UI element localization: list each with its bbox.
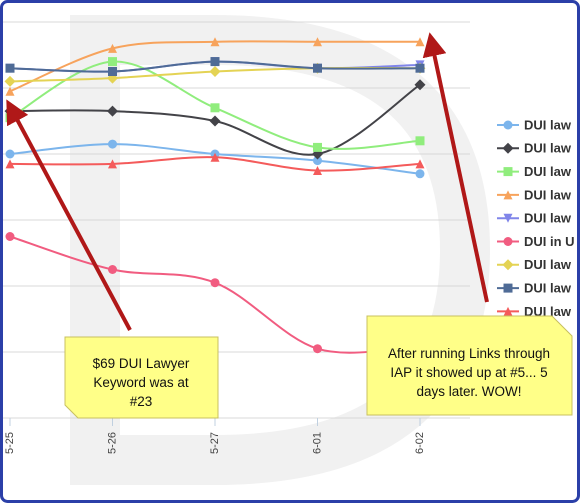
legend-label: DUI law bbox=[524, 304, 572, 319]
point bbox=[415, 37, 425, 47]
legend-label: DUI law bbox=[524, 164, 572, 179]
point bbox=[210, 103, 220, 113]
point bbox=[503, 213, 513, 223]
point bbox=[502, 259, 514, 271]
point bbox=[503, 306, 513, 316]
legend-label: DUI law bbox=[524, 141, 572, 156]
point bbox=[313, 142, 322, 152]
note-text: #23 bbox=[130, 394, 153, 409]
legend-label: DUI in U bbox=[524, 234, 575, 249]
note-text: IAP it showed up at #5... 5 bbox=[390, 365, 547, 380]
x-tick-label: 5-27 bbox=[209, 432, 221, 454]
note-text: After running Links through bbox=[388, 346, 550, 361]
legend-label: DUI law bbox=[524, 211, 572, 226]
point bbox=[210, 278, 220, 288]
point bbox=[5, 86, 15, 96]
note-text: Keyword was at bbox=[93, 375, 189, 390]
point bbox=[313, 37, 322, 47]
point bbox=[210, 152, 220, 162]
x-tick-label: 6-01 bbox=[311, 432, 323, 454]
point bbox=[503, 237, 513, 246]
watermark bbox=[70, 15, 491, 485]
point bbox=[313, 63, 322, 73]
point bbox=[503, 190, 513, 200]
legend-label: DUI law bbox=[524, 187, 572, 202]
point bbox=[502, 142, 514, 154]
point bbox=[313, 166, 322, 175]
point bbox=[107, 105, 118, 117]
sticky-note bbox=[366, 315, 573, 416]
point bbox=[503, 167, 513, 177]
point bbox=[415, 136, 425, 146]
point bbox=[5, 159, 15, 169]
point bbox=[313, 156, 322, 166]
point bbox=[415, 159, 425, 169]
point bbox=[108, 139, 117, 149]
x-tick-label: 5-26 bbox=[106, 432, 118, 454]
point bbox=[415, 63, 425, 73]
point bbox=[209, 66, 221, 77]
note-text: days later. WOW! bbox=[416, 384, 521, 399]
point bbox=[108, 159, 117, 169]
point bbox=[414, 79, 426, 91]
legend-label: DUI law bbox=[524, 257, 572, 272]
point bbox=[108, 57, 117, 67]
point bbox=[210, 37, 220, 47]
x-tick-label: 5-25 bbox=[4, 432, 16, 454]
point bbox=[415, 169, 425, 179]
arrow bbox=[422, 32, 489, 303]
point bbox=[5, 63, 15, 73]
x-tick-label: 6-02 bbox=[414, 432, 426, 454]
sticky-note bbox=[64, 336, 219, 419]
point bbox=[5, 232, 15, 241]
point bbox=[108, 43, 117, 53]
point bbox=[503, 283, 513, 293]
point bbox=[108, 67, 117, 76]
point bbox=[503, 120, 513, 130]
point bbox=[4, 75, 16, 87]
arrow bbox=[6, 99, 132, 331]
point bbox=[210, 57, 220, 67]
legend-label: DUI law bbox=[524, 281, 572, 296]
legend-label: DUI law bbox=[524, 117, 572, 132]
note-text: $69 DUI Lawyer bbox=[93, 356, 190, 371]
point bbox=[108, 265, 117, 274]
point bbox=[209, 115, 221, 127]
point bbox=[313, 344, 322, 354]
point bbox=[5, 149, 15, 159]
